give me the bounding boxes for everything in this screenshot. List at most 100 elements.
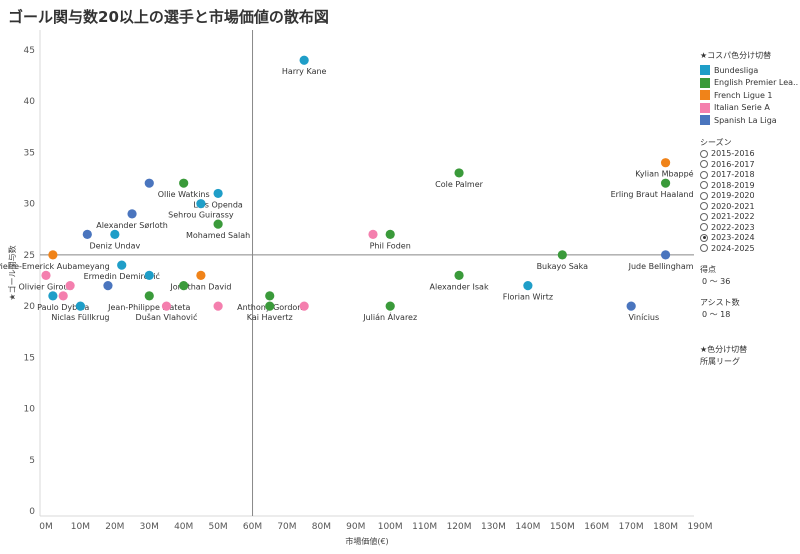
x-tick-label: 10M [71, 522, 90, 532]
y-tick-label: 25 [24, 251, 35, 261]
data-point [179, 281, 189, 291]
data-label: Vinícius [628, 313, 659, 322]
radio-button-icon[interactable] [700, 212, 708, 221]
season-option[interactable]: 2020-2021 [700, 201, 800, 212]
data-label: Julián Álvarez [362, 311, 417, 322]
color-switch-value[interactable]: 所属リーグ [700, 356, 740, 366]
season-filter[interactable]: 2015-2016 2016-2017 2017-2018 2018-2019 2019… [700, 149, 800, 254]
data-label: Olivier Giroud [18, 282, 73, 291]
league-legend: Bundesliga English Premier Lea.. French Li… [700, 64, 800, 127]
assists-range[interactable]: 0 〜 18 [702, 309, 731, 319]
season-option[interactable]: 2017-2018 [700, 170, 800, 181]
x-tick-label: 120M [447, 522, 472, 532]
x-tick-label: 90M [346, 522, 365, 532]
data-label: Phil Foden [370, 241, 411, 250]
data-point [385, 301, 395, 311]
radio-button-icon[interactable] [700, 244, 708, 253]
season-option[interactable]: 2022-2023 [700, 222, 800, 233]
data-point [65, 281, 75, 291]
legend-label: English Premier Lea.. [714, 78, 799, 88]
legend-item[interactable]: Italian Serie A [700, 102, 800, 115]
color-legend-header: ★コスパ色分け切替 [700, 51, 772, 60]
chart-title: ゴール関与数20以上の選手と市場価値の散布図 [8, 8, 329, 26]
radio-button-icon[interactable] [700, 223, 708, 232]
data-point [144, 291, 154, 301]
data-label: Loïs Openda [193, 200, 243, 209]
data-point [660, 178, 671, 188]
radio-button-icon[interactable] [700, 233, 708, 242]
season-label: 2023-2024 [711, 233, 755, 243]
data-label: Kai Havertz [247, 313, 293, 322]
data-point [385, 229, 395, 239]
radio-button-icon[interactable] [700, 191, 708, 200]
color-switch-header: ★色分け切替 [700, 344, 748, 354]
season-option[interactable]: 2021-2022 [700, 212, 800, 223]
radio-button-icon[interactable] [700, 160, 708, 169]
legend-swatch [700, 77, 710, 88]
radio-button-icon[interactable] [700, 181, 708, 190]
x-tick-label: 110M [412, 522, 437, 532]
data-point [196, 199, 206, 209]
data-label: Deniz Undav [89, 241, 140, 250]
legend-item[interactable]: French Ligue 1 [700, 89, 800, 102]
data-label: Bukayo Saka [537, 262, 589, 271]
legend-label: Spanish La Liga [714, 115, 777, 125]
data-label: Alexander Sørloth [96, 221, 168, 230]
data-point [48, 291, 58, 301]
x-tick-label: 130M [481, 522, 506, 532]
legend-item[interactable]: Bundesliga [700, 64, 800, 77]
y-axis-label: ★ゴール関与数 [7, 245, 17, 300]
season-option[interactable]: 2016-2017 [700, 159, 800, 170]
data-point [161, 301, 172, 311]
legend-label: Italian Serie A [714, 103, 770, 113]
season-option[interactable]: 2019-2020 [700, 191, 800, 202]
data-label: Sehrou Guirassy [168, 211, 234, 220]
legend-item[interactable]: Spanish La Liga [700, 114, 800, 127]
season-option[interactable]: 2018-2019 [700, 180, 800, 191]
y-tick-label: 20 [24, 302, 36, 312]
x-tick-label: 140M [515, 522, 540, 532]
data-label: Erling Braut Haaland [611, 190, 694, 199]
data-point [110, 229, 120, 239]
x-tick-label: 170M [619, 522, 644, 532]
season-label: 2021-2022 [711, 212, 755, 222]
season-option[interactable]: 2015-2016 [700, 149, 800, 160]
assists-filter-header: アシスト数 [700, 297, 740, 307]
legend-panel: ★コスパ色分け切替 Bundesliga English Premier Lea.… [700, 50, 800, 370]
legend-item[interactable]: English Premier Lea.. [700, 77, 800, 90]
radio-button-icon[interactable] [700, 149, 708, 158]
season-label: 2022-2023 [711, 222, 755, 232]
season-filter-header: シーズン [700, 137, 732, 147]
data-point [41, 270, 51, 280]
data-point [144, 178, 154, 188]
x-tick-label: 160M [584, 522, 609, 532]
y-tick-label: 40 [24, 97, 36, 107]
data-point [557, 250, 567, 260]
season-label: 2018-2019 [711, 180, 755, 190]
data-point [48, 250, 58, 260]
goals-filter-header: 得点 [700, 264, 716, 274]
data-label: Harry Kane [282, 67, 327, 76]
data-label: Dušan Vlahović [136, 312, 198, 322]
season-option[interactable]: 2024-2025 [700, 243, 800, 254]
data-label: Ollie Watkins [158, 190, 210, 199]
data-label: Niclas Füllkrug [51, 313, 109, 322]
radio-button-icon[interactable] [700, 202, 708, 211]
data-point [144, 270, 154, 280]
data-label: Alexander Isak [430, 282, 489, 291]
data-point [660, 250, 671, 260]
data-point [523, 281, 533, 291]
season-label: 2024-2025 [711, 243, 755, 253]
x-tick-label: 60M [243, 522, 262, 532]
x-tick-label: 50M [208, 522, 227, 532]
season-option[interactable]: 2023-2024 [700, 233, 800, 244]
data-point [454, 270, 464, 280]
legend-label: French Ligue 1 [714, 90, 773, 100]
season-label: 2015-2016 [711, 149, 755, 159]
data-label: Ermedin Demirović [84, 271, 160, 281]
season-label: 2016-2017 [711, 159, 755, 169]
goals-range[interactable]: 0 〜 36 [702, 276, 731, 286]
data-label: Cole Palmer [435, 180, 483, 189]
radio-button-icon[interactable] [700, 170, 708, 179]
